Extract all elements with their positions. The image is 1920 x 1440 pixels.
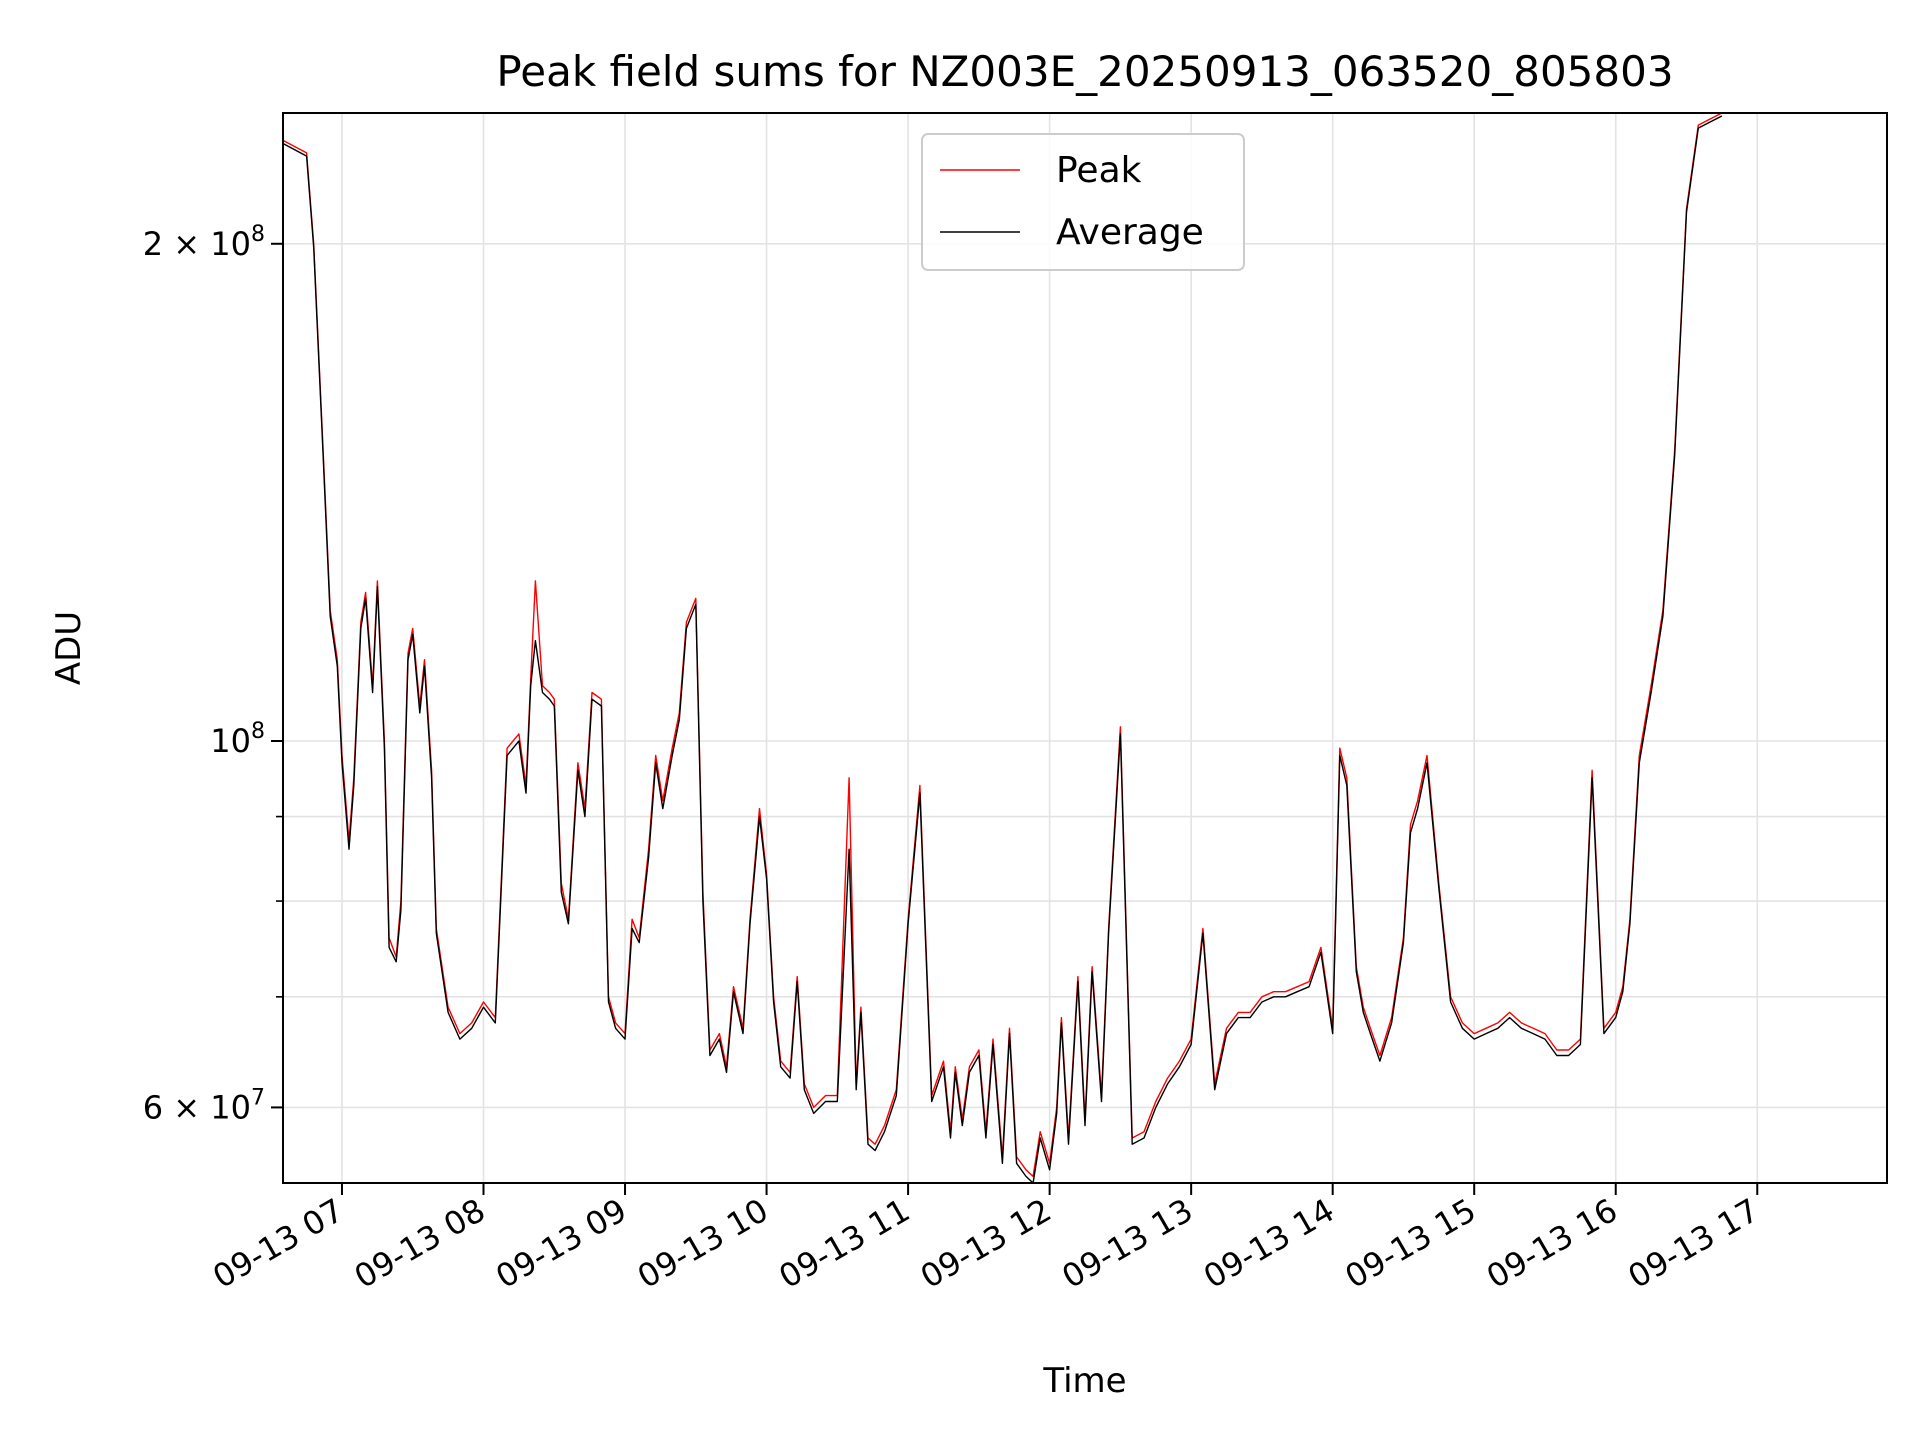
x-tick-label: 09-13 12 <box>914 1191 1058 1296</box>
x-tick-label: 09-13 17 <box>1622 1191 1766 1296</box>
x-tick-label: 09-13 14 <box>1197 1191 1341 1296</box>
x-tick-label: 09-13 16 <box>1480 1191 1624 1296</box>
x-tick-label: 09-13 09 <box>489 1191 633 1296</box>
x-tick-label: 09-13 08 <box>348 1191 492 1296</box>
x-axis-label: Time <box>1042 1361 1126 1401</box>
plot-frame <box>282 112 1888 1184</box>
x-tick-label: 09-13 11 <box>772 1191 916 1296</box>
grid <box>283 113 1887 1183</box>
chart-title: Peak field sums for NZ003E_20250913_0635… <box>496 47 1673 96</box>
y-axis-label: ADU <box>49 611 89 685</box>
x-tick-label: 09-13 15 <box>1339 1191 1483 1296</box>
legend-label-average: Average <box>1056 212 1204 253</box>
plot-lines <box>282 112 1723 1184</box>
legend: Peak Average <box>921 133 1245 271</box>
y-tick-label: 6 × 107 <box>143 1085 265 1126</box>
series-line-peak <box>282 112 1723 1178</box>
x-tick-label: 09-13 13 <box>1056 1191 1200 1296</box>
y-tick-label: 108 <box>210 719 265 760</box>
legend-box <box>921 133 1245 271</box>
x-tick-label: 09-13 10 <box>631 1191 775 1296</box>
y-axis: 6 × 107 108 2 × 108 <box>143 222 283 1126</box>
series-line-average <box>282 115 1723 1184</box>
legend-label-peak: Peak <box>1056 150 1142 191</box>
x-tick-label: 09-13 07 <box>206 1191 350 1296</box>
y-tick-label: 2 × 108 <box>143 222 265 263</box>
